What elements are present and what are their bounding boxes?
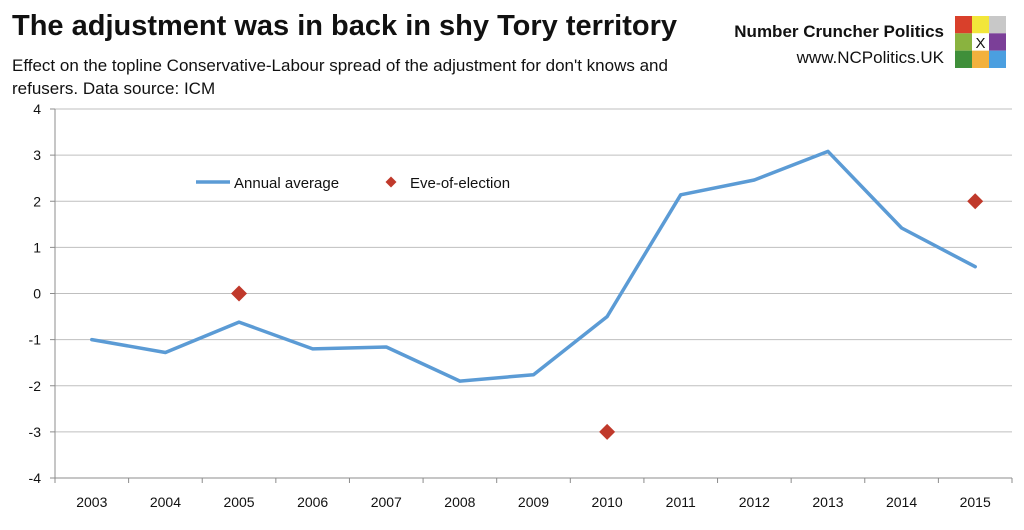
x-tick-label: 2005 — [223, 494, 254, 510]
logo-cell — [972, 16, 989, 34]
x-tick-label: 2011 — [666, 494, 696, 510]
logo-cell — [955, 16, 972, 34]
axes — [50, 108, 1013, 483]
x-tick-label: 2009 — [518, 494, 549, 510]
annual-average-point — [679, 193, 683, 197]
annual-average-point — [973, 265, 977, 269]
y-tick-label: -4 — [29, 470, 42, 486]
annual-average-point — [605, 315, 609, 319]
y-tick-label: -1 — [29, 332, 42, 348]
eve-of-election-marker — [599, 423, 616, 440]
brand-url: www.NCPolitics.UK — [796, 48, 944, 67]
annual-average-point — [163, 351, 167, 355]
ncpolitics-logo-icon: X — [955, 16, 1006, 68]
logo-cell — [989, 16, 1006, 34]
annual-average-point — [458, 379, 462, 383]
logo-cell — [989, 50, 1006, 68]
x-tick-label: 2006 — [297, 494, 328, 510]
annual-average-point — [90, 338, 94, 342]
x-tick-label: 2014 — [886, 494, 917, 510]
annual-average-point — [752, 178, 756, 182]
x-axis-tick-labels: 2003 2004 2005 2006 2007 2008 2009 2010 2011 2012… — [76, 494, 991, 510]
chart-subtitle: Effect on the topline Conservative-Labou… — [12, 56, 668, 98]
logo-cell — [955, 33, 972, 51]
series-annual-average — [90, 149, 977, 383]
annual-average-point — [900, 226, 904, 230]
logo-cell — [972, 50, 989, 68]
y-tick-label: 0 — [33, 286, 41, 302]
legend: Annual average Eve-of-election — [196, 175, 510, 192]
annual-average-point — [237, 320, 241, 324]
annual-average-point — [384, 345, 388, 349]
y-axis-tick-labels: -4 -3 -2 -1 0 1 2 3 4 — [29, 101, 42, 486]
x-tick-label: 2008 — [444, 494, 475, 510]
series-eve-of-election — [231, 193, 984, 440]
legend-label-annual-average: Annual average — [234, 175, 339, 192]
y-tick-label: 4 — [33, 101, 41, 117]
annual-average-point — [311, 347, 315, 351]
y-tick-label: -2 — [29, 378, 42, 394]
chart-title: The adjustment was in back in shy Tory t… — [12, 10, 678, 42]
x-tick-label: 2010 — [592, 494, 623, 510]
eve-of-election-marker — [231, 285, 248, 302]
logo-mark: X — [975, 35, 985, 52]
y-tick-label: 3 — [33, 147, 41, 163]
x-tick-label: 2015 — [960, 494, 991, 510]
eve-of-election-marker — [967, 193, 984, 210]
x-tick-label: 2003 — [76, 494, 107, 510]
annual-average-point — [532, 373, 535, 377]
y-tick-label: 1 — [33, 239, 41, 255]
legend-swatch-eve-of-election — [385, 176, 397, 188]
x-tick-label: 2007 — [371, 494, 402, 510]
x-tick-label: 2004 — [150, 494, 181, 510]
y-tick-label: -3 — [29, 424, 42, 440]
logo-cell — [989, 33, 1006, 51]
annual-average-point — [826, 149, 830, 153]
x-tick-label: 2012 — [739, 494, 770, 510]
annual-average-line — [90, 149, 977, 383]
gridlines — [55, 108, 1012, 433]
logo-cell — [972, 33, 989, 51]
brand-name: Number Cruncher Politics — [734, 22, 944, 41]
y-tick-label: 2 — [33, 193, 41, 209]
legend-label-eve-of-election: Eve-of-election — [410, 175, 510, 192]
logo-cell — [955, 50, 972, 68]
x-tick-label: 2013 — [812, 494, 843, 510]
